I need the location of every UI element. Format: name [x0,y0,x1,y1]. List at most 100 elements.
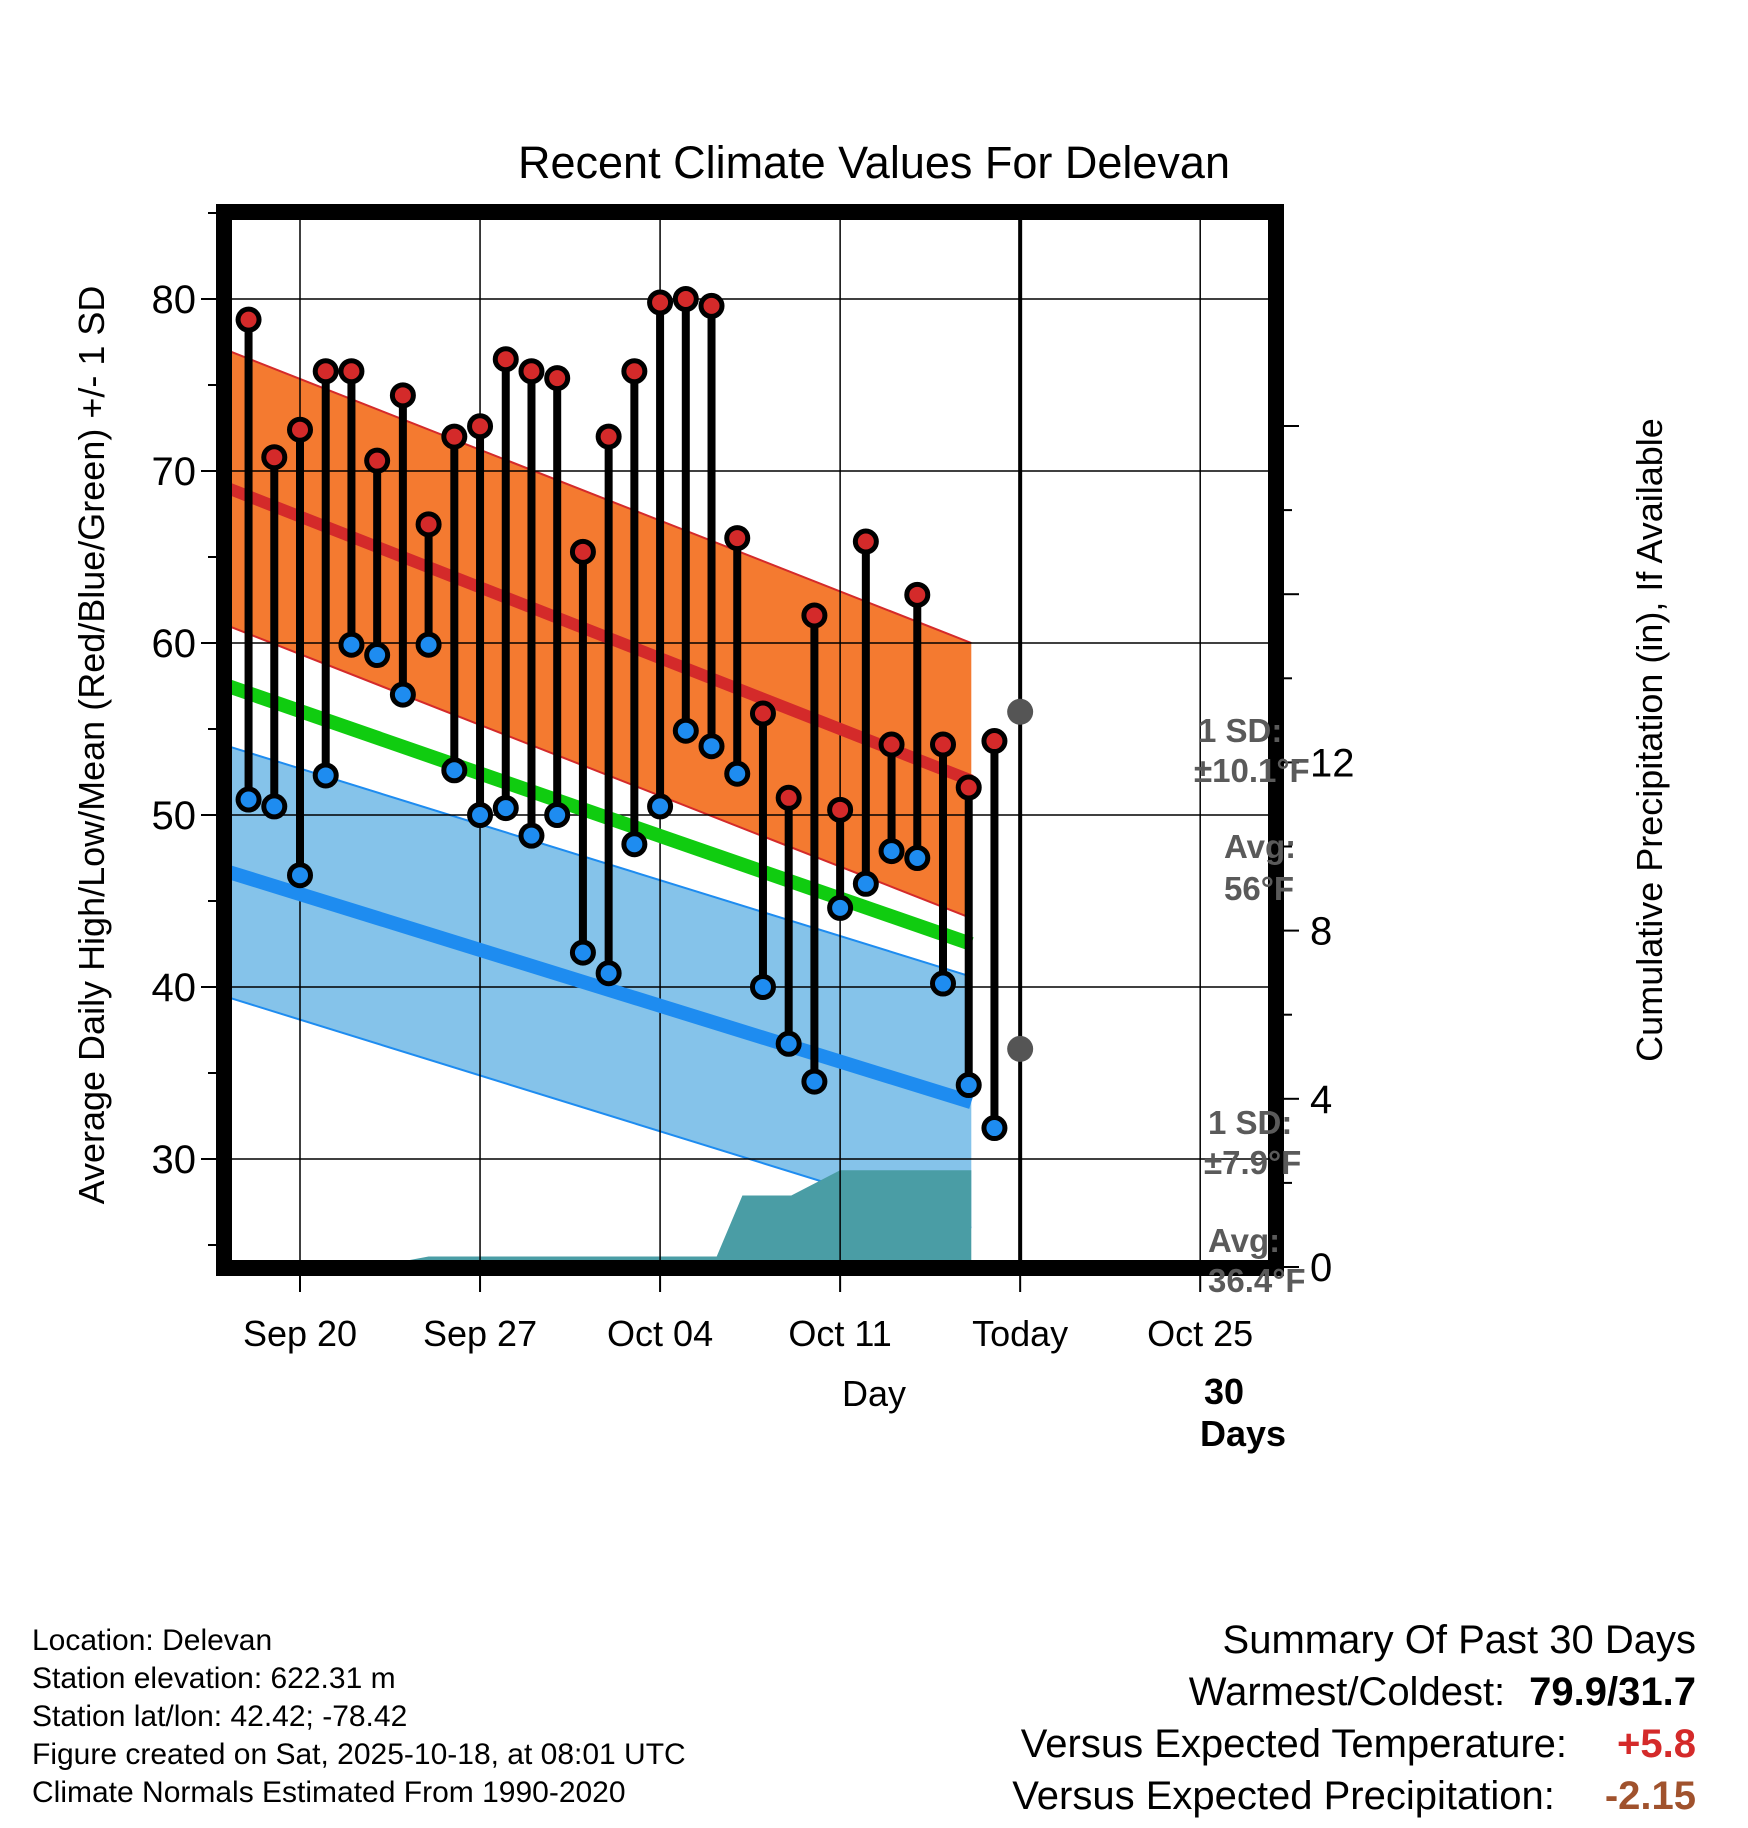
obs-low-point [261,793,288,820]
x-tick-label: Oct 04 [607,1313,713,1354]
obs-high-point [595,423,622,450]
y-tick-label: 80 [152,278,197,322]
obs-low-point [364,642,391,669]
obs-high-point [261,444,288,471]
obs-low-point [569,939,596,966]
low-sd-edge-upper [227,745,972,978]
low-avg-label: Avg: [1208,1222,1280,1259]
today-high-avg-marker [1007,698,1034,725]
y-tick-label: 60 [152,622,197,666]
y-tick-label: 30 [152,1138,197,1182]
obs-low-point [904,845,931,871]
y2-tick-label: 4 [1310,1078,1332,1122]
obs-low-point [415,631,442,658]
obs-high-point [955,774,982,801]
obs-low-point [312,762,339,789]
obs-high-point [672,286,699,312]
obs-high-point [467,413,494,440]
obs-high-point [698,292,725,319]
x-tick-label: Oct 25 [1147,1313,1253,1354]
obs-low-point [518,822,545,849]
obs-high-point [544,365,571,392]
chart-title: Recent Climate Values For Delevan [518,137,1230,188]
info-latlon: Station lat/lon: 42.42; -78.42 [32,1700,408,1733]
obs-low-point [492,795,519,822]
obs-low-point [698,733,725,760]
obs-high-point [492,346,519,373]
y-axis-title: Average Daily High/Low/Mean (Red/Blue/Gr… [71,286,112,1205]
obs-low-point [467,802,494,828]
period-value: 30 [1204,1371,1244,1412]
x-tick-label: Sep 27 [423,1313,537,1354]
high-avg-value: 56°F [1224,870,1294,907]
summary-warm-cold-label: Warmest/Coldest: [1188,1670,1506,1714]
summary-temp-label: Versus Expected Temperature: [1020,1722,1568,1766]
obs-low-point [852,870,879,897]
low-avg-value: 36.4°F [1208,1262,1306,1299]
obs-high-point [389,382,416,409]
obs-high-point [338,358,365,385]
summary-precip-label: Versus Expected Precipitation: [1012,1774,1555,1818]
obs-high-point [827,796,854,823]
summary-precip-row: Versus Expected Precipitation: -2.15 [1012,1774,1696,1819]
precip-area [227,1170,972,1267]
obs-low-point [621,831,648,858]
obs-high-point [287,416,313,443]
obs-high-point [775,784,802,811]
normal-bands [227,349,972,1229]
normal-low-line [225,865,974,1109]
high-sd-edge-lower [227,624,972,920]
obs-low-point [878,838,905,865]
obs-high-point [904,581,931,608]
obs-high-point [364,447,391,474]
obs-low-point [955,1072,982,1099]
obs-low-point [672,717,699,744]
y2-tick-label: 8 [1310,910,1332,954]
y2-tick-label: 0 [1310,1246,1332,1290]
info-created: Figure created on Sat, 2025-10-18, at 08… [32,1738,686,1771]
obs-high-point [930,731,956,758]
obs-low-point [981,1115,1008,1142]
y2-axis-title: Cumulative Precipitation (in), If Availa… [1629,418,1670,1062]
obs-low-point [724,760,751,787]
summary-title: Summary Of Past 30 Days [1222,1618,1696,1662]
summary-temp-row: Versus Expected Temperature: +5.8 [1021,1722,1696,1767]
today-low-avg-marker [1007,1035,1034,1062]
obs-low-point [544,802,571,828]
info-location: Location: Delevan [32,1624,273,1657]
obs-low-point [930,970,956,997]
obs-low-point [775,1030,802,1057]
observations [235,286,1008,1142]
obs-low-point [338,631,365,658]
obs-high-point [621,358,648,385]
obs-low-point [595,960,622,987]
y-tick-label: 70 [152,450,197,494]
summary-warm-cold-value: 79.9/31.7 [1529,1670,1696,1714]
obs-high-point [312,358,339,385]
obs-high-point [441,423,468,450]
period-unit: Days [1200,1413,1286,1454]
summary-temp-value: +5.8 [1617,1722,1696,1766]
low-sd-value: ±7.9°F [1204,1144,1301,1181]
climate-chart: 30 40 50 60 70 80 0 4 8 12 Sep 20 Sep 27 Oct 04 Oct 1… [71,137,1670,1454]
info-normals: Climate Normals Estimated From 1990-2020 [32,1776,626,1809]
summary-precip-value: -2.15 [1604,1774,1696,1818]
obs-low-point [647,793,674,820]
obs-high-point [569,538,596,565]
y-tick-label: 50 [152,794,197,838]
x-tick-label: Sep 20 [243,1313,357,1354]
x-axis-title: Day [842,1373,906,1414]
axes: 30 40 50 60 70 80 0 4 8 12 Sep 20 Sep 27 Oct 04 Oct 1… [71,137,1670,1414]
high-sd-value: ±10.1°F [1194,752,1310,789]
y2-tick-label: 12 [1310,741,1355,785]
obs-high-point [724,525,751,552]
info-elevation: Station elevation: 622.31 m [32,1662,396,1695]
plot-border [216,204,1284,1276]
y-tick-label: 40 [152,966,197,1010]
obs-high-point [801,602,828,629]
high-sd-label: 1 SD: [1198,712,1282,749]
obs-high-point [415,511,442,538]
x-tick-label: Oct 11 [788,1313,891,1354]
plot-frame [216,204,1284,1276]
